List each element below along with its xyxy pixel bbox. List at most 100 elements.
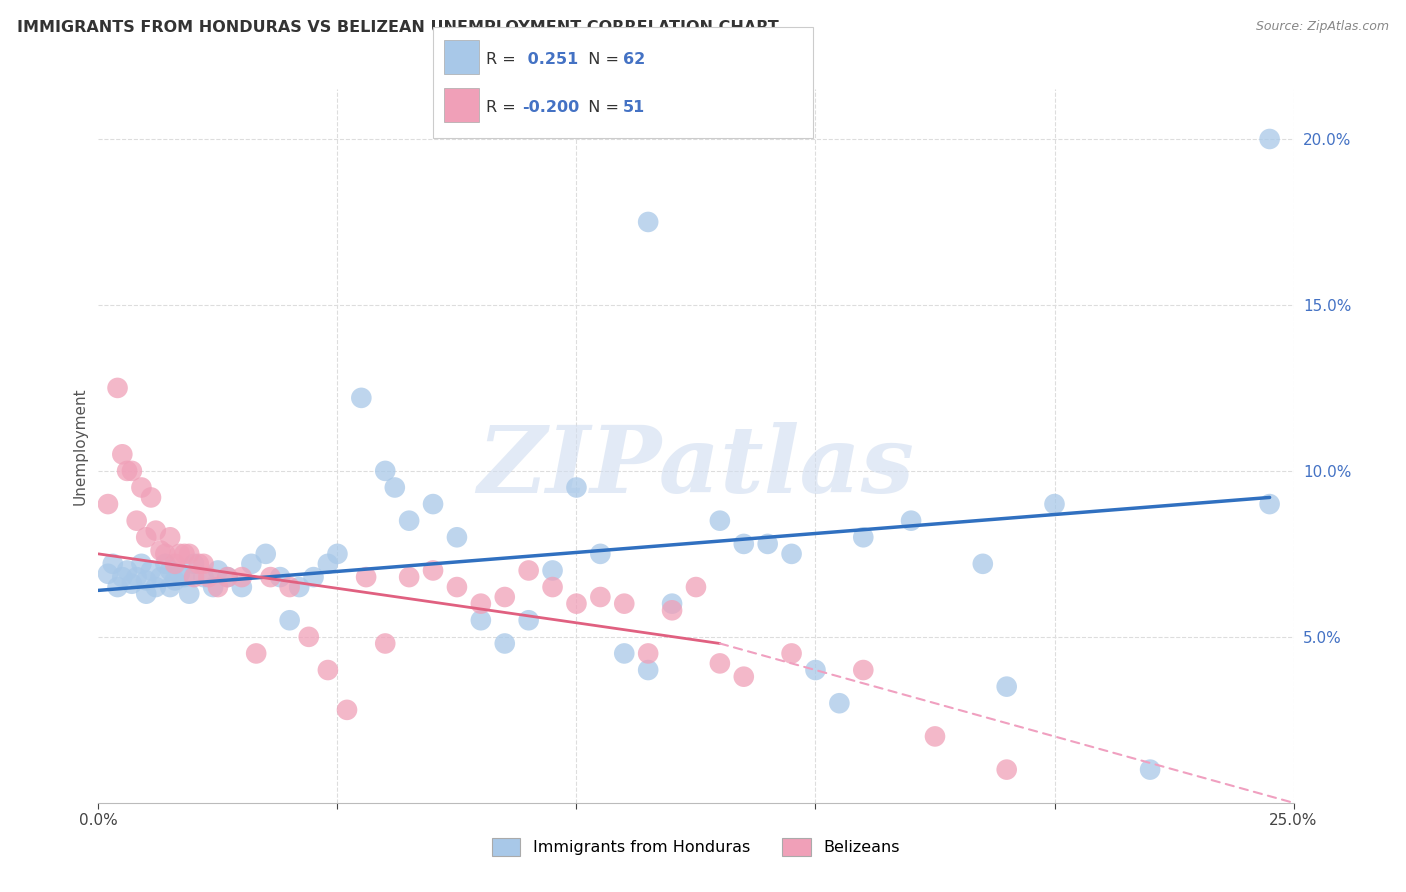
Point (637, 663, 659, 677)
Text: Source: ZipAtlas.com: Source: ZipAtlas.com (1256, 20, 1389, 33)
Text: 62: 62 (623, 53, 645, 67)
Point (131, 557, 153, 571)
Point (107, 580, 129, 594)
Point (173, 547, 195, 561)
Point (155, 557, 177, 571)
Point (159, 564, 181, 578)
Point (163, 574, 186, 588)
Text: ZIPatlas: ZIPatlas (478, 423, 914, 512)
Point (278, 580, 301, 594)
Point (541, 564, 564, 578)
Text: -0.200: -0.200 (522, 100, 579, 114)
Point (589, 547, 612, 561)
Point (155, 547, 177, 561)
Point (995, 680, 1018, 694)
Point (1258, 497, 1281, 511)
Point (115, 464, 138, 478)
Point (187, 557, 209, 571)
Text: R =: R = (486, 100, 522, 114)
Point (565, 481, 588, 495)
Point (139, 491, 162, 505)
Point (924, 730, 946, 744)
Point (131, 481, 153, 495)
Point (384, 481, 406, 495)
Point (828, 696, 851, 710)
Point (517, 564, 540, 578)
Point (995, 763, 1018, 777)
Point (111, 570, 134, 584)
Text: 0.251: 0.251 (522, 53, 578, 67)
Point (97, 497, 120, 511)
Point (350, 391, 373, 405)
Point (517, 613, 540, 627)
Point (145, 524, 167, 538)
Point (125, 514, 148, 528)
Point (613, 647, 636, 661)
Point (159, 530, 181, 544)
Point (183, 570, 205, 584)
Point (541, 580, 564, 594)
Point (374, 636, 396, 650)
Y-axis label: Unemployment: Unemployment (72, 387, 87, 505)
Point (193, 557, 215, 571)
Point (245, 647, 267, 661)
Point (207, 564, 229, 578)
Point (470, 613, 492, 627)
Point (685, 580, 707, 594)
Point (756, 537, 779, 551)
Point (637, 215, 659, 229)
Point (139, 564, 162, 578)
Point (422, 497, 444, 511)
Point (780, 647, 803, 661)
Text: R =: R = (486, 53, 522, 67)
Point (900, 514, 922, 528)
Point (637, 647, 659, 661)
Point (661, 597, 683, 611)
Point (316, 663, 339, 677)
Point (470, 597, 492, 611)
Point (288, 580, 311, 594)
Point (115, 564, 138, 578)
Point (101, 557, 124, 571)
Point (193, 570, 215, 584)
Point (269, 570, 291, 584)
Point (298, 630, 321, 644)
Point (565, 597, 588, 611)
Point (852, 530, 875, 544)
Point (336, 703, 359, 717)
Point (145, 580, 167, 594)
Point (97, 566, 120, 581)
Legend: Immigrants from Honduras, Belizeans: Immigrants from Honduras, Belizeans (485, 831, 907, 863)
Point (135, 574, 157, 588)
Point (1139, 763, 1161, 777)
Point (121, 464, 143, 478)
Point (278, 613, 301, 627)
Point (1258, 132, 1281, 146)
Point (217, 570, 239, 584)
Point (446, 530, 468, 544)
Point (231, 570, 253, 584)
Point (202, 580, 225, 594)
Point (173, 570, 195, 584)
Text: 51: 51 (623, 100, 645, 114)
Point (135, 587, 157, 601)
Point (494, 590, 516, 604)
Point (446, 580, 468, 594)
Point (302, 570, 325, 584)
Text: N =: N = (578, 100, 624, 114)
Point (240, 557, 263, 571)
Text: N =: N = (578, 53, 624, 67)
Point (398, 514, 420, 528)
Point (259, 570, 281, 584)
Point (1043, 497, 1066, 511)
Point (231, 580, 253, 594)
Point (149, 543, 172, 558)
Point (197, 570, 219, 584)
Point (111, 447, 134, 461)
Text: IMMIGRANTS FROM HONDURAS VS BELIZEAN UNEMPLOYMENT CORRELATION CHART: IMMIGRANTS FROM HONDURAS VS BELIZEAN UNE… (17, 20, 779, 35)
Point (179, 587, 201, 601)
Point (107, 381, 129, 395)
Point (709, 514, 731, 528)
Point (398, 570, 420, 584)
Point (709, 657, 731, 671)
